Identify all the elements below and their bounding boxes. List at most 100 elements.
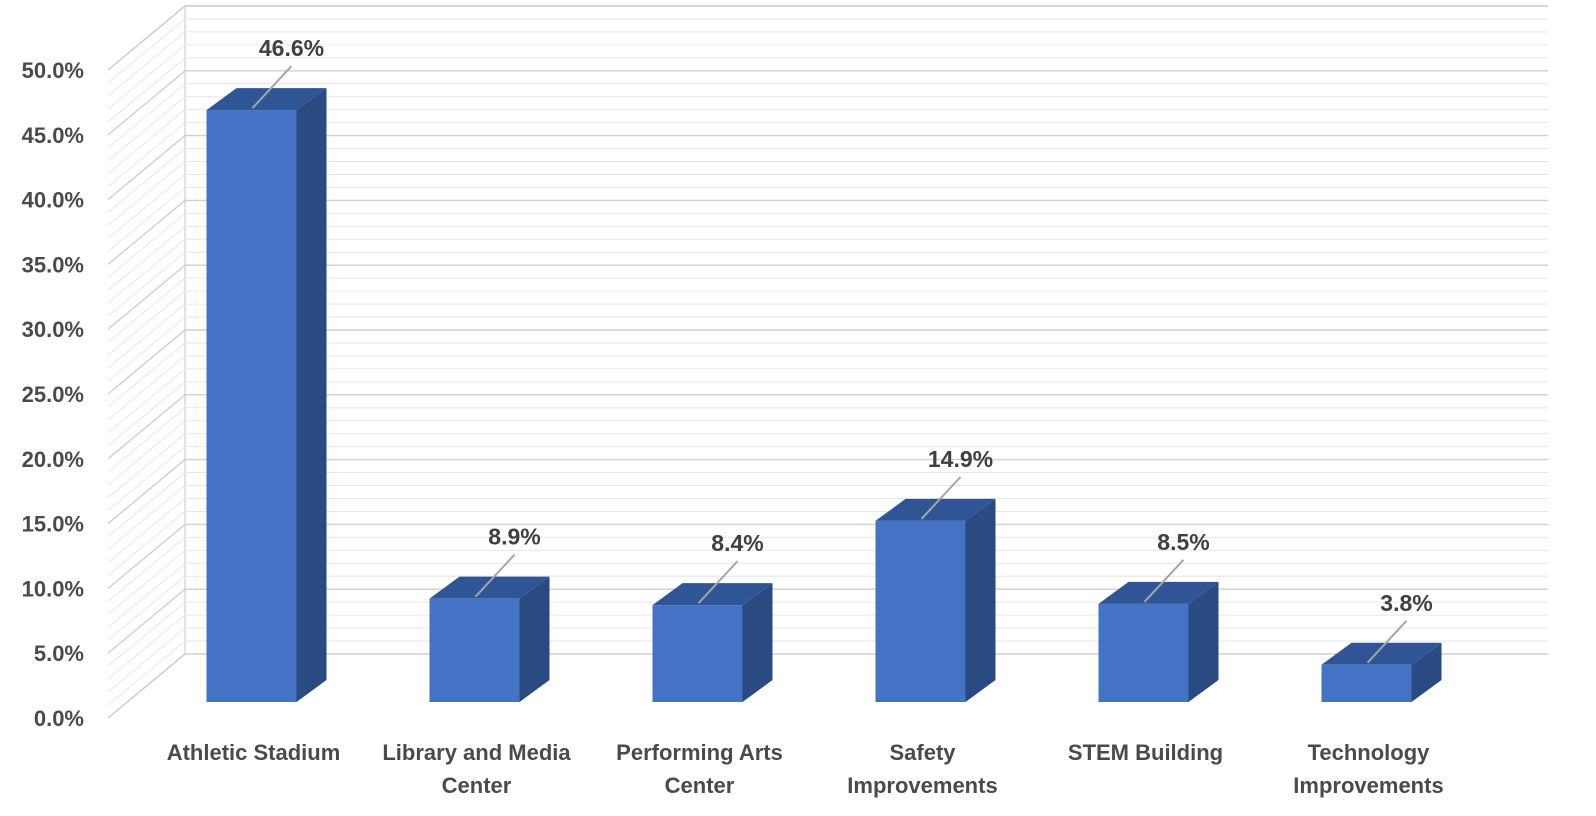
x-axis-categories: Athletic Stadium Library and Media Center P… <box>167 740 1444 798</box>
bar-front-face <box>206 110 297 702</box>
minor-gridline <box>107 225 1548 291</box>
y-tick-label: 50.0% <box>22 58 84 83</box>
x-category-label: Center <box>442 773 512 798</box>
minor-gridline <box>107 316 1548 382</box>
minor-gridline <box>107 510 1548 576</box>
y-axis-ticks: 0.0% 5.0% 10.0% 15.0% 20.0% 25.0% 30.0% 35.0% 40… <box>22 58 84 731</box>
data-label-leader <box>697 560 739 604</box>
major-gridline <box>107 523 1548 589</box>
major-gridline <box>107 5 1548 71</box>
minor-gridline <box>107 640 1548 706</box>
minor-gridline <box>107 342 1548 408</box>
data-labels: 46.6% 8.9% 8.4% 14.9% 8.5% 3.8% <box>251 35 1433 664</box>
bar-front-face <box>652 605 743 702</box>
minor-gridline <box>107 277 1548 343</box>
major-gridline <box>107 199 1548 265</box>
y-tick-label: 40.0% <box>22 188 84 213</box>
minor-gridline <box>107 18 1548 84</box>
bar-top-face <box>1098 581 1219 604</box>
x-category-label: Center <box>665 773 735 798</box>
minor-gridline <box>107 433 1548 499</box>
minor-gridline <box>107 212 1548 278</box>
minor-gridline <box>107 161 1548 226</box>
minor-gridline <box>107 44 1548 110</box>
x-category-label: Safety <box>889 740 956 765</box>
bar-front-face <box>429 598 520 702</box>
minor-gridline <box>107 290 1548 356</box>
x-category-label: STEM Building <box>1068 740 1223 765</box>
y-tick-label: 0.0% <box>34 706 84 731</box>
x-category-label: Improvements <box>847 773 997 798</box>
data-label: 46.6% <box>259 35 324 61</box>
minor-gridline <box>107 614 1548 680</box>
minor-gridline <box>107 355 1548 421</box>
bar-front-face <box>1098 603 1189 702</box>
minor-gridline <box>107 485 1548 550</box>
major-gridline <box>107 653 1548 719</box>
gridlines <box>107 5 1548 719</box>
major-gridline <box>107 588 1548 654</box>
bar-top-face <box>875 498 996 521</box>
bar <box>652 583 773 702</box>
data-label-leader <box>1366 620 1408 664</box>
minor-gridline <box>107 303 1548 369</box>
minor-gridline <box>107 536 1548 602</box>
minor-gridline <box>107 31 1548 97</box>
minor-gridline <box>107 238 1548 304</box>
minor-gridline <box>107 497 1548 563</box>
y-tick-label: 35.0% <box>22 252 84 277</box>
data-label-leader <box>474 553 516 598</box>
minor-gridline <box>107 83 1548 149</box>
y-tick-label: 30.0% <box>22 317 84 342</box>
bar <box>875 498 996 702</box>
minor-gridline <box>107 57 1548 123</box>
major-gridline <box>107 70 1548 136</box>
minor-gridline <box>107 96 1548 162</box>
y-tick-label: 20.0% <box>22 447 84 472</box>
bar <box>1321 642 1442 702</box>
bar <box>429 576 550 702</box>
bar-side-face <box>519 576 550 702</box>
major-gridline <box>107 329 1548 395</box>
data-label: 8.4% <box>711 530 763 556</box>
bar-side-face <box>1188 581 1219 702</box>
data-label-leader <box>920 476 962 520</box>
minor-gridline <box>107 627 1548 693</box>
minor-gridline <box>107 173 1548 239</box>
bar-top-face <box>429 576 550 599</box>
minor-gridline <box>107 251 1548 317</box>
minor-gridline <box>107 562 1548 628</box>
bar-front-face <box>875 520 966 702</box>
minor-gridline <box>107 122 1548 188</box>
bar-top-face <box>652 583 773 606</box>
data-label-leader <box>251 65 293 109</box>
minor-gridline <box>107 549 1548 615</box>
bar-top-face <box>206 88 327 111</box>
y-tick-label: 45.0% <box>22 123 84 148</box>
bar <box>1098 581 1219 702</box>
bar-top-face <box>1321 642 1442 665</box>
minor-gridline <box>107 186 1548 252</box>
major-gridline <box>107 394 1548 460</box>
data-label: 8.5% <box>1157 529 1209 555</box>
minor-gridline <box>107 148 1548 213</box>
x-category-label: Technology <box>1308 740 1431 765</box>
data-label: 3.8% <box>1380 590 1432 616</box>
minor-gridline <box>107 420 1548 486</box>
y-tick-label: 15.0% <box>22 512 84 537</box>
bar <box>206 88 327 702</box>
minor-gridline <box>107 575 1548 641</box>
data-label: 14.9% <box>928 446 993 472</box>
x-category-label: Improvements <box>1293 773 1443 798</box>
y-tick-label: 25.0% <box>22 382 84 407</box>
major-gridline <box>107 458 1548 525</box>
y-tick-label: 5.0% <box>34 641 84 666</box>
minor-gridline <box>107 368 1548 434</box>
bars <box>206 88 1442 702</box>
y-tick-label: 10.0% <box>22 576 84 601</box>
minor-gridline <box>107 109 1548 175</box>
bar-side-face <box>1411 642 1442 702</box>
minor-gridline <box>107 446 1548 512</box>
